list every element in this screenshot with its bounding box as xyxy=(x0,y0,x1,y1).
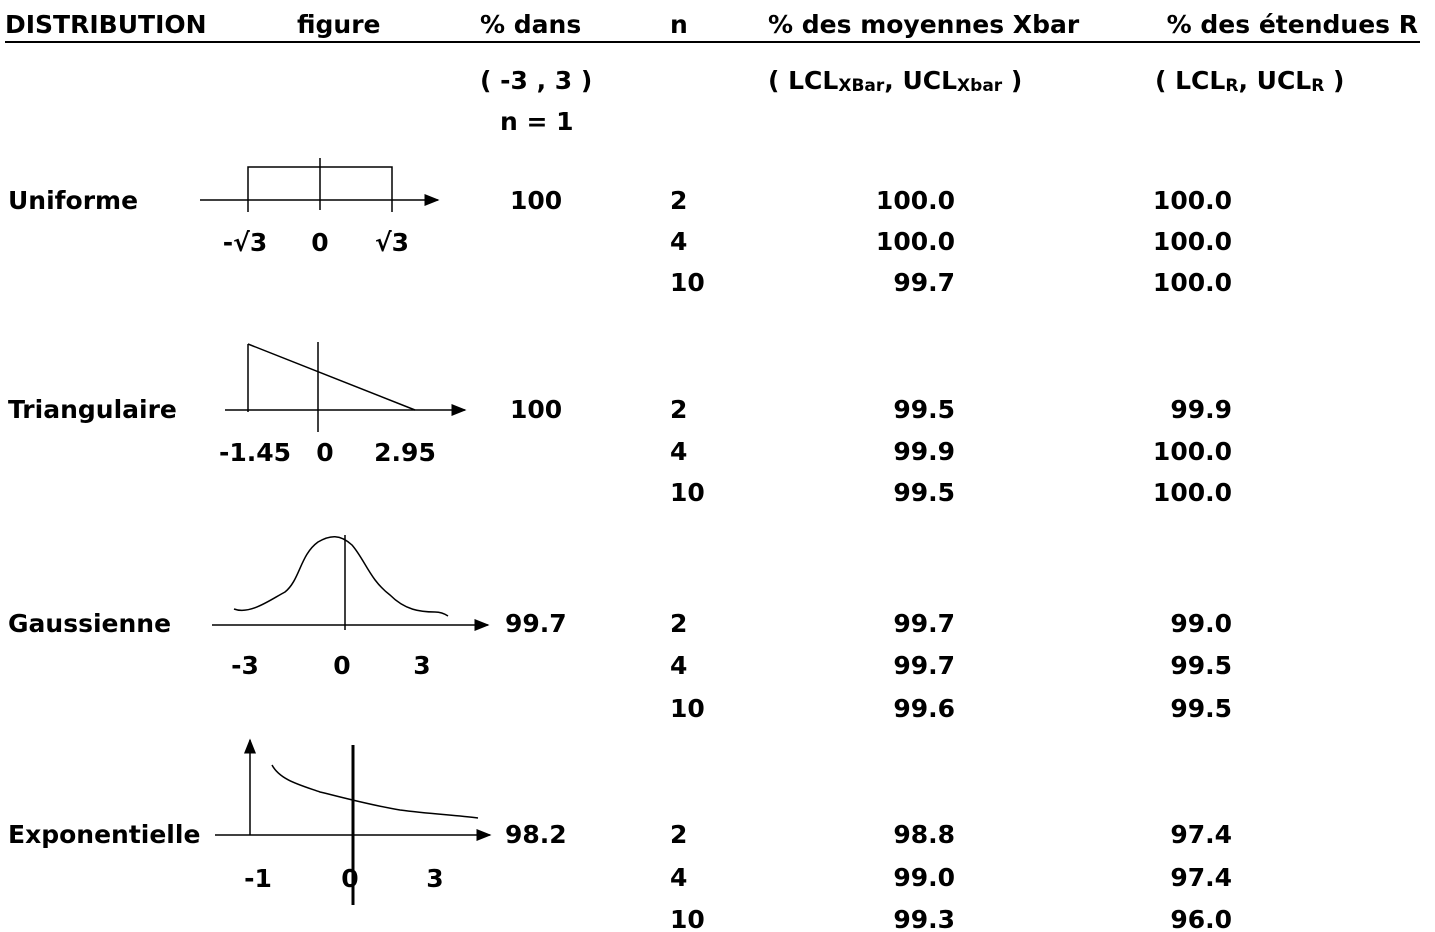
sample-size: 4 xyxy=(670,863,687,892)
xbar-percent: 99.6 xyxy=(893,694,955,723)
percent-n1: 99.7 xyxy=(505,609,567,638)
axis-label: 0 xyxy=(311,228,328,257)
range-percent: 100.0 xyxy=(1153,478,1232,507)
distribution-name: Exponentielle xyxy=(8,820,200,849)
sample-size: 2 xyxy=(670,395,687,424)
percent-n1: 100 xyxy=(510,395,562,424)
percent-n1: 100 xyxy=(510,186,562,215)
subscript: Xbar xyxy=(957,76,1003,96)
axis-label: -1.45 xyxy=(219,438,291,467)
distribution-name: Uniforme xyxy=(8,186,138,215)
percent-n1: 98.2 xyxy=(505,820,567,849)
range-percent: 100.0 xyxy=(1153,186,1232,215)
xbar-percent: 99.9 xyxy=(893,437,955,466)
distribution-name: Gaussienne xyxy=(8,609,171,638)
range-percent: 99.5 xyxy=(1170,694,1232,723)
axis-label: 0 xyxy=(316,438,333,467)
axis-label: √3 xyxy=(375,228,409,257)
limits-part: , UCL xyxy=(884,66,957,95)
column-header: n xyxy=(670,10,688,39)
sample-size: 10 xyxy=(670,268,705,297)
xbar-percent: 99.7 xyxy=(893,268,955,297)
limits-part: ( LCL xyxy=(1155,66,1225,95)
limits-part: ) xyxy=(1002,66,1022,95)
sample-size: 4 xyxy=(670,651,687,680)
range-percent: 99.5 xyxy=(1170,651,1232,680)
sample-size: 10 xyxy=(670,905,705,932)
axis-label: 3 xyxy=(426,864,443,893)
range-percent: 96.0 xyxy=(1170,905,1232,932)
sample-size: 10 xyxy=(670,478,705,507)
axis-label: 0 xyxy=(341,864,358,893)
column-header: DISTRIBUTION xyxy=(5,10,207,39)
sample-size: 4 xyxy=(670,227,687,256)
distribution-name: Triangulaire xyxy=(8,395,177,424)
uniform-figure xyxy=(200,158,438,212)
xbar-percent: 99.3 xyxy=(893,905,955,932)
sample-size: 2 xyxy=(670,186,687,215)
axis-label: 3 xyxy=(413,651,430,680)
xbar-percent: 99.7 xyxy=(893,651,955,680)
limits-part: , UCL xyxy=(1238,66,1311,95)
xbar-percent: 100.0 xyxy=(876,186,955,215)
sample-size: 2 xyxy=(670,609,687,638)
range-note: ( -3 , 3 ) xyxy=(480,66,592,95)
n-note: n = 1 xyxy=(500,107,574,136)
column-header: figure xyxy=(297,10,381,39)
axis-label: 2.95 xyxy=(374,438,436,467)
limits-label: ( LCLR, UCLR ) xyxy=(1155,66,1344,96)
xbar-percent: 99.5 xyxy=(893,395,955,424)
xbar-percent: 100.0 xyxy=(876,227,955,256)
column-header: % des moyennes Xbar xyxy=(768,10,1080,39)
limits-part: ) xyxy=(1324,66,1344,95)
xbar-percent: 99.5 xyxy=(893,478,955,507)
limits-part: ( LCL xyxy=(768,66,838,95)
subscript: R xyxy=(1311,76,1324,96)
range-percent: 100.0 xyxy=(1153,268,1232,297)
axis-label: -1 xyxy=(244,864,272,893)
subscript: R xyxy=(1225,76,1238,96)
gaussian-figure xyxy=(212,535,488,630)
axis-label: 0 xyxy=(333,651,350,680)
range-percent: 100.0 xyxy=(1153,437,1232,466)
axis-label: -√3 xyxy=(223,228,267,257)
sample-size: 4 xyxy=(670,437,687,466)
range-percent: 99.9 xyxy=(1170,395,1232,424)
limits-label: ( LCLXBar, UCLXbar ) xyxy=(768,66,1022,96)
sample-size: 10 xyxy=(670,694,705,723)
xbar-percent: 99.7 xyxy=(893,609,955,638)
triangular-figure xyxy=(225,342,465,432)
axis-label: -3 xyxy=(231,651,259,680)
xbar-percent: 98.8 xyxy=(893,820,955,849)
sample-size: 2 xyxy=(670,820,687,849)
xbar-percent: 99.0 xyxy=(893,863,955,892)
column-header: % dans xyxy=(480,10,581,39)
range-percent: 100.0 xyxy=(1153,227,1232,256)
document: DISTRIBUTION figure % dans n % des moyennes … xyxy=(0,0,1435,932)
range-percent: 97.4 xyxy=(1170,820,1232,849)
range-percent: 97.4 xyxy=(1170,863,1232,892)
range-percent: 99.0 xyxy=(1170,609,1232,638)
column-header: % des étendues R xyxy=(1167,10,1418,39)
subscript: XBar xyxy=(838,76,885,96)
